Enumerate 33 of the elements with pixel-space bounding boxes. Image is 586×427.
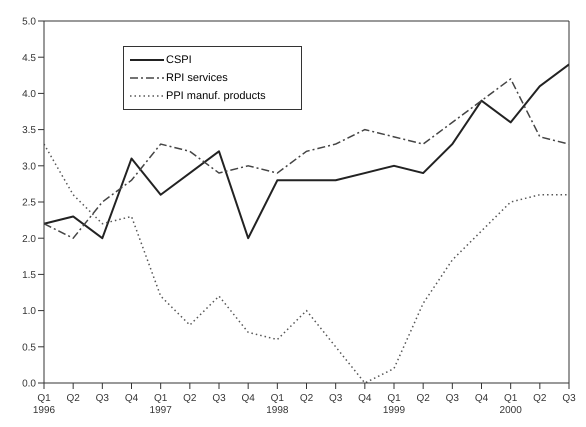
y-tick-label: 4.5 — [22, 52, 36, 64]
legend-label: CSPI — [166, 53, 192, 68]
x-tick-label: Q2 — [66, 393, 80, 404]
y-tick-label: 1.5 — [22, 270, 36, 281]
x-tick-label: Q1 1997 — [150, 393, 172, 416]
x-tick-label: Q4 — [358, 393, 372, 404]
x-tick-label: Q3 — [328, 393, 343, 404]
x-tick-label: Q2 — [416, 393, 430, 404]
x-tick-label: Q4 — [474, 393, 489, 404]
x-tick-label: Q1 1998 — [266, 393, 289, 416]
x-tick-label: Q3 — [96, 393, 110, 404]
x-tick-label: Q1 1996 — [32, 393, 56, 416]
y-tick-label: 0.0 — [22, 378, 36, 390]
legend-label: RPI services — [166, 71, 228, 86]
x-tick-label: Q2 — [300, 393, 314, 404]
y-tick-label: 3.0 — [22, 161, 36, 172]
y-tick-label: 3.5 — [22, 125, 36, 136]
x-tick-label: Q3 — [212, 393, 226, 404]
x-tick-label: Q1 2000 — [500, 393, 522, 416]
y-tick-label: 2.5 — [22, 198, 36, 209]
x-tick-label: Q3 — [446, 393, 460, 404]
y-tick-label: 2.0 — [22, 234, 36, 245]
y-tick-label: 5.0 — [22, 16, 36, 28]
y-tick-label: 0.5 — [22, 342, 36, 354]
y-tick-label: 4.0 — [22, 88, 36, 100]
x-tick-label: Q2 — [533, 393, 547, 404]
y-tick-label: 1.0 — [22, 306, 36, 318]
x-tick-label: Q2 — [183, 393, 197, 404]
x-tick-label: Q4 — [124, 393, 139, 404]
x-tick-label: Q3 — [562, 393, 576, 404]
x-tick-label: Q4 — [241, 393, 256, 404]
x-tick-label: Q1 1999 — [382, 393, 406, 416]
legend-label: PPI manuf. products — [166, 89, 266, 104]
